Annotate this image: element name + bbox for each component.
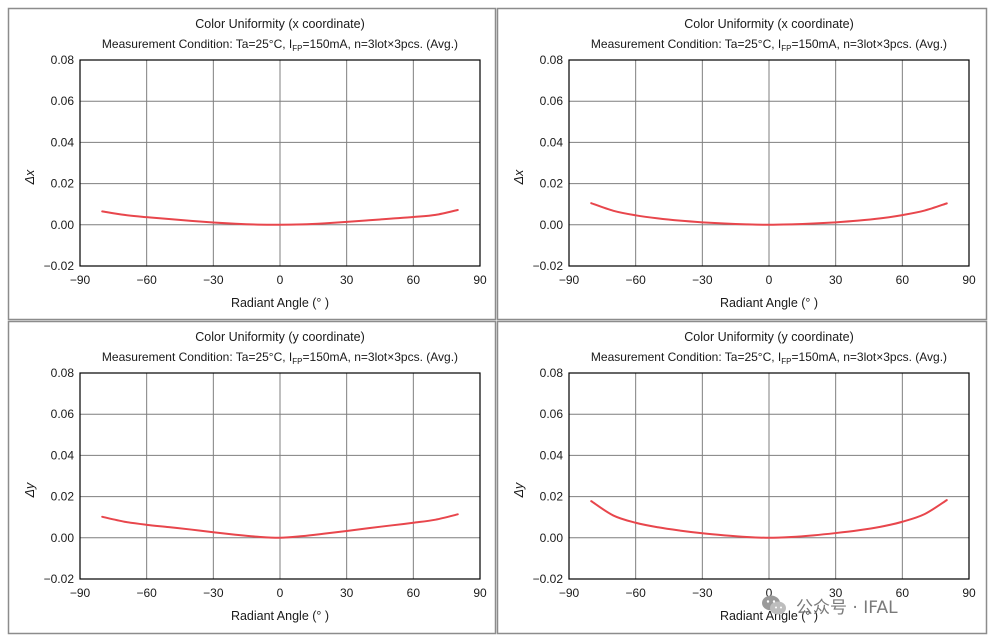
condition-suffix: =150mA, n=3lot×3pcs. (Avg.) (792, 37, 948, 51)
chart-panel-4: Color Uniformity (y coordinate) Measureme… (496, 320, 988, 635)
condition-prefix: Measurement Condition: Ta=25°C, I (102, 37, 292, 51)
plot-frame (79, 372, 481, 580)
y-tick-label: −0.02 (533, 572, 564, 586)
measurement-condition: Measurement Condition: Ta=25°C, IFP=150m… (102, 350, 458, 366)
x-tick-label: −90 (70, 273, 91, 287)
x-tick-label: 0 (766, 273, 773, 287)
series-line (101, 208, 459, 226)
y-tick-label: 0.00 (540, 218, 564, 232)
wechat-icon (762, 595, 786, 615)
y-tick-label: 0.06 (51, 407, 75, 421)
condition-subscript: FP (781, 44, 791, 53)
y-tick-label: 0.08 (540, 366, 564, 380)
condition-suffix: =150mA, n=3lot×3pcs. (Avg.) (303, 37, 459, 51)
chart-title: Color Uniformity (y coordinate) (195, 330, 365, 344)
x-tick-label: −90 (70, 586, 91, 600)
y-tick-label: 0.06 (51, 94, 75, 108)
x-tick-label: 90 (962, 586, 976, 600)
x-tick-label: 30 (340, 586, 354, 600)
series-line (101, 513, 459, 539)
chart-title: Color Uniformity (x coordinate) (195, 17, 365, 31)
x-tick-label: 0 (277, 273, 284, 287)
chart-title: Color Uniformity (y coordinate) (684, 330, 854, 344)
x-tick-label: 0 (766, 586, 773, 600)
y-tick-label: 0.02 (540, 177, 564, 191)
y-tick-label: 0.08 (51, 366, 75, 380)
y-tick-label: 0.04 (51, 448, 75, 462)
series-line (590, 499, 948, 539)
condition-prefix: Measurement Condition: Ta=25°C, I (591, 37, 781, 51)
x-tick-label: −90 (559, 273, 580, 287)
condition-subscript: FP (292, 357, 302, 366)
condition-prefix: Measurement Condition: Ta=25°C, I (102, 350, 292, 364)
y-tick-label: 0.00 (540, 531, 564, 545)
x-tick-label: 90 (962, 273, 976, 287)
y-tick-label: 0.04 (540, 135, 564, 149)
x-tick-label: −30 (203, 586, 224, 600)
condition-subscript: FP (292, 44, 302, 53)
chart-panel-1: Color Uniformity (x coordinate) Measureme… (7, 7, 497, 321)
y-tick-label: 0.02 (540, 490, 564, 504)
y-tick-label: 0.08 (51, 53, 75, 67)
x-tick-label: 60 (896, 586, 910, 600)
chart-title: Color Uniformity (x coordinate) (684, 17, 854, 31)
x-tick-label: −60 (136, 586, 157, 600)
x-tick-label: −60 (136, 273, 157, 287)
condition-suffix: =150mA, n=3lot×3pcs. (Avg.) (303, 350, 459, 364)
x-tick-label: −60 (625, 273, 646, 287)
series-line (590, 202, 948, 226)
x-tick-label: 30 (340, 273, 354, 287)
x-axis-label: Radiant Angle (° ) (720, 296, 818, 310)
measurement-condition: Measurement Condition: Ta=25°C, IFP=150m… (102, 37, 458, 53)
y-tick-label: 0.04 (540, 448, 564, 462)
y-tick-label: 0.06 (540, 94, 564, 108)
condition-subscript: FP (781, 357, 791, 366)
chart-panel-3: Color Uniformity (y coordinate) Measureme… (7, 320, 497, 635)
y-axis-label: Δx (23, 169, 37, 185)
y-axis-label: Δy (23, 482, 37, 498)
y-axis-label: Δx (512, 169, 526, 185)
y-tick-label: −0.02 (44, 259, 75, 273)
watermark: 公众号 · IFAL (760, 590, 980, 620)
condition-suffix: =150mA, n=3lot×3pcs. (Avg.) (792, 350, 948, 364)
y-tick-label: −0.02 (533, 259, 564, 273)
y-tick-label: 0.02 (51, 177, 75, 191)
x-tick-label: −60 (625, 586, 646, 600)
y-tick-label: 0.00 (51, 531, 75, 545)
x-axis-label: Radiant Angle (° ) (231, 296, 329, 310)
measurement-condition: Measurement Condition: Ta=25°C, IFP=150m… (591, 37, 947, 53)
y-tick-label: −0.02 (44, 572, 75, 586)
x-tick-label: 60 (407, 586, 421, 600)
y-tick-label: 0.06 (540, 407, 564, 421)
x-tick-label: 60 (407, 273, 421, 287)
y-tick-label: 0.08 (540, 53, 564, 67)
x-tick-label: −30 (203, 273, 224, 287)
y-tick-label: 0.00 (51, 218, 75, 232)
x-tick-label: 0 (277, 586, 284, 600)
x-tick-label: 90 (473, 273, 487, 287)
x-tick-label: 30 (829, 273, 843, 287)
measurement-condition: Measurement Condition: Ta=25°C, IFP=150m… (591, 350, 947, 366)
chart-panel-2: Color Uniformity (x coordinate) Measureme… (496, 7, 988, 321)
plot-frame (568, 59, 970, 267)
y-axis-label: Δy (512, 482, 526, 498)
condition-prefix: Measurement Condition: Ta=25°C, I (591, 350, 781, 364)
plot-frame (79, 59, 481, 267)
x-tick-label: −30 (692, 586, 713, 600)
x-tick-label: 60 (896, 273, 910, 287)
watermark-text: 公众号 · IFAL (796, 597, 898, 618)
x-tick-label: −90 (559, 586, 580, 600)
x-axis-label: Radiant Angle (° ) (231, 609, 329, 623)
y-tick-label: 0.02 (51, 490, 75, 504)
x-tick-label: 90 (473, 586, 487, 600)
plot-frame (568, 372, 970, 580)
x-tick-label: 30 (829, 586, 843, 600)
x-tick-label: −30 (692, 273, 713, 287)
y-tick-label: 0.04 (51, 135, 75, 149)
x-axis-label: Radiant Angle (° ) (720, 609, 818, 623)
